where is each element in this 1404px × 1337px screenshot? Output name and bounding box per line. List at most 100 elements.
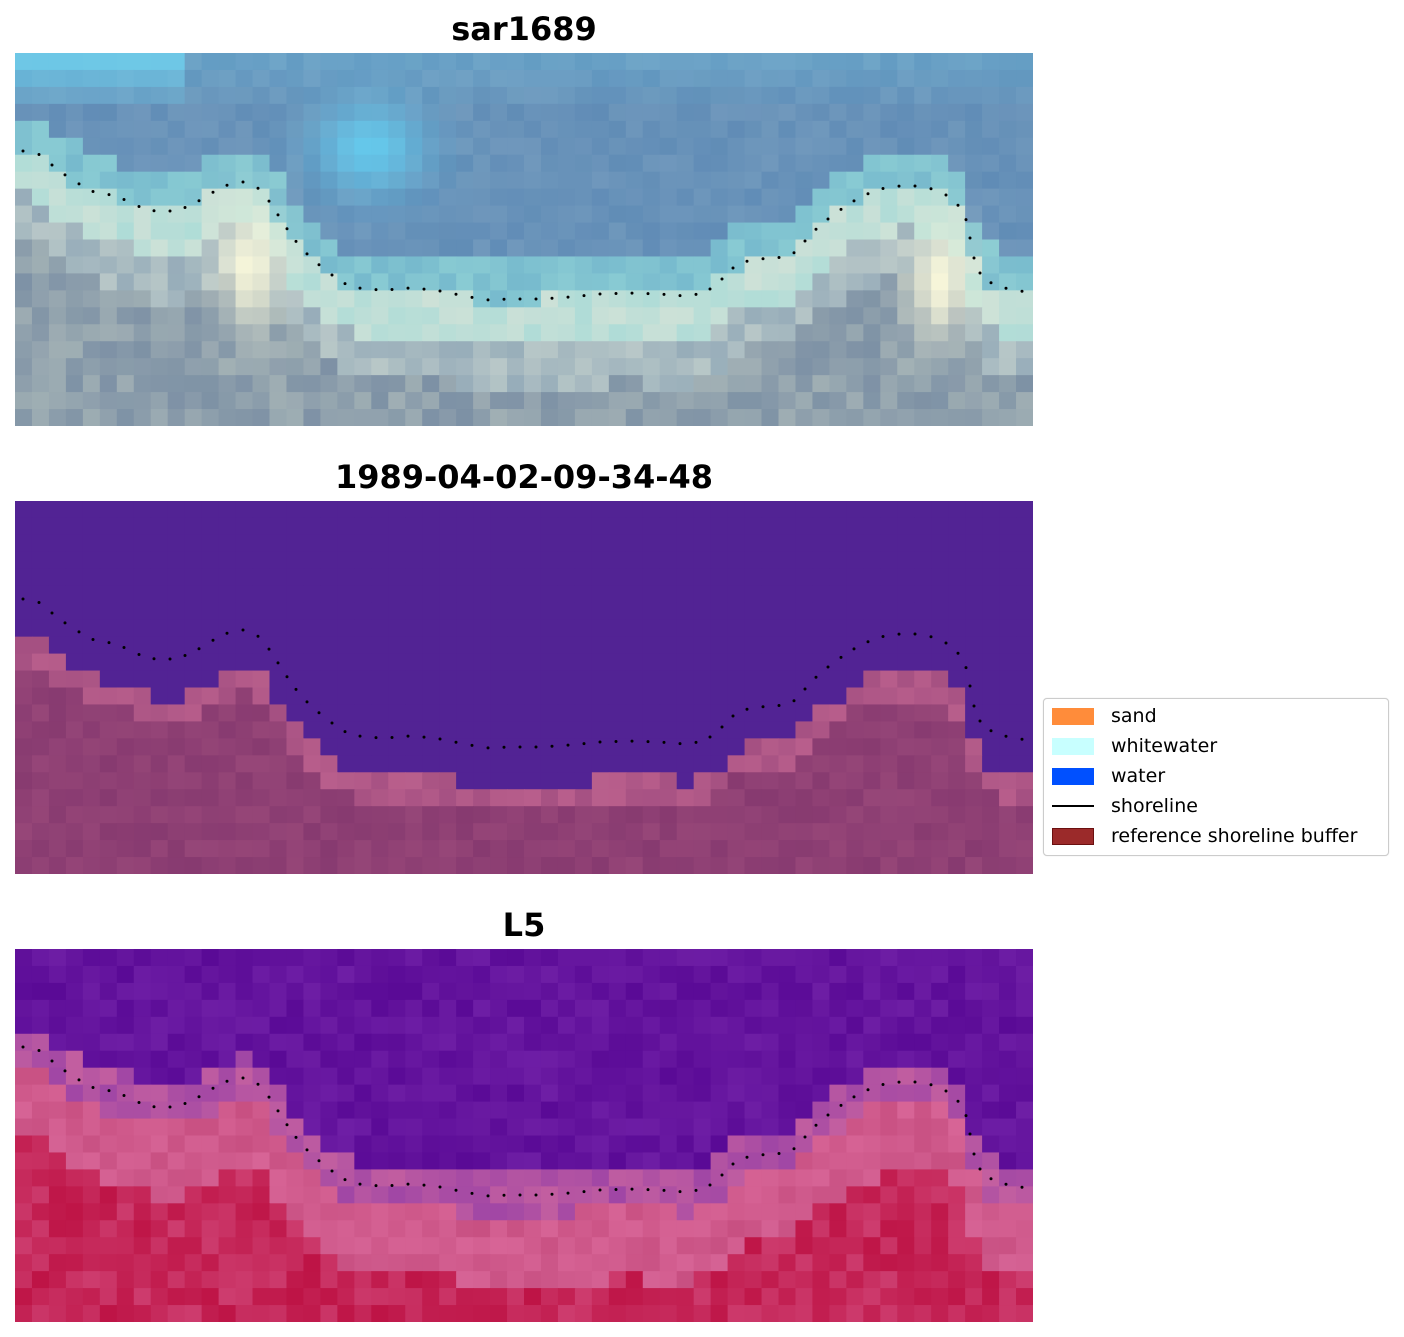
legend-swatch-sand (1052, 707, 1094, 725)
shoreline-point (964, 666, 968, 670)
shoreline-point (317, 1159, 321, 1163)
shoreline-point (438, 289, 442, 293)
shoreline-point (913, 184, 917, 188)
shoreline-point (646, 1188, 650, 1192)
shoreline-point (582, 1190, 586, 1194)
shoreline-point (964, 218, 968, 222)
shoreline-point (63, 1069, 67, 1073)
shoreline-point (929, 187, 933, 191)
shoreline-point (972, 1152, 976, 1156)
shoreline-point (37, 1049, 41, 1052)
shoreline-point (1020, 1185, 1024, 1189)
shoreline-point (534, 1193, 538, 1197)
shoreline-point (1004, 286, 1008, 290)
shoreline-point (50, 1059, 54, 1063)
panel-sar-title: sar1689 (451, 10, 597, 48)
shoreline-point (614, 739, 618, 743)
shoreline-point (294, 687, 298, 691)
shoreline-point (37, 153, 41, 156)
shoreline-point (470, 295, 474, 299)
shoreline-point (211, 1086, 215, 1090)
legend-label-shoreline: shoreline (1111, 795, 1198, 817)
shoreline-point (694, 740, 698, 744)
shoreline-point (968, 1132, 972, 1136)
shoreline-point (50, 611, 54, 615)
shoreline-point (63, 173, 67, 177)
shoreline-point (929, 635, 933, 639)
shoreline-point (761, 1153, 765, 1157)
shoreline-point (566, 295, 570, 299)
shoreline-point (454, 292, 458, 296)
shoreline-point (343, 730, 347, 734)
shoreline-point (305, 1148, 309, 1152)
shoreline-point (708, 1183, 712, 1187)
shoreline-point (803, 687, 807, 691)
shoreline-point (989, 729, 993, 733)
shoreline-point (63, 621, 67, 625)
shoreline-point (486, 746, 490, 750)
shoreline-point (731, 266, 735, 270)
shoreline-point (211, 190, 215, 194)
shoreline-point (694, 1188, 698, 1192)
legend-swatch-water (1052, 767, 1094, 785)
shoreline-point (390, 287, 394, 291)
shoreline-point (662, 740, 666, 744)
shoreline-point (267, 647, 271, 651)
shoreline-point (826, 1113, 830, 1117)
shoreline-point (438, 1185, 442, 1189)
shoreline-point (183, 1101, 187, 1105)
shoreline-point (358, 286, 362, 290)
shoreline-point (374, 736, 378, 740)
panel-date-title: 1989-04-02-09-34-48 (334, 458, 714, 496)
shoreline-point (745, 1155, 749, 1159)
shoreline-point (317, 711, 321, 715)
shoreline-point (720, 1173, 724, 1177)
shoreline-point (305, 700, 309, 704)
shoreline-point (745, 259, 749, 263)
shoreline-point (276, 661, 280, 665)
shoreline-point (183, 205, 187, 209)
shoreline-point (438, 737, 442, 741)
shoreline-point (978, 271, 982, 275)
shoreline-point (534, 745, 538, 749)
shoreline-point (122, 1093, 126, 1097)
shoreline-point (422, 1183, 426, 1187)
shoreline-point (839, 207, 843, 211)
shoreline-point (614, 1187, 618, 1191)
shoreline-point (582, 294, 586, 298)
shoreline-point (678, 294, 682, 298)
shoreline-point (225, 1079, 229, 1083)
shoreline-point (502, 1193, 506, 1197)
shoreline-point (358, 734, 362, 738)
shoreline-point (518, 745, 522, 749)
shoreline-point (678, 1190, 682, 1194)
shoreline-point (598, 1188, 602, 1192)
shoreline-point (37, 601, 41, 604)
shoreline-point (662, 1188, 666, 1192)
shoreline-point (21, 597, 25, 601)
legend-swatch-reference-buffer (1052, 827, 1094, 845)
shoreline-point (839, 1103, 843, 1107)
shoreline-point (406, 1182, 410, 1186)
shoreline-point (972, 256, 976, 260)
shoreline-point (777, 1152, 781, 1156)
shoreline-point (881, 1083, 885, 1087)
shoreline-point (708, 287, 712, 291)
legend: sand whitewater water shoreline referenc… (1043, 698, 1389, 856)
shoreline-point (77, 1078, 81, 1082)
shoreline-point (330, 273, 334, 277)
shoreline-point (630, 291, 634, 295)
shoreline-point (285, 1123, 289, 1127)
shoreline-point (803, 1135, 807, 1139)
shoreline-point (107, 193, 111, 197)
shoreline-point (518, 1193, 522, 1197)
shoreline-point (814, 227, 818, 231)
shoreline-point (852, 199, 856, 203)
shoreline-point (294, 1135, 298, 1139)
shoreline-point (285, 227, 289, 231)
shoreline-point (330, 721, 334, 725)
shoreline-point (358, 1182, 362, 1186)
shoreline-point (91, 1086, 95, 1090)
legend-swatch-shoreline (1052, 805, 1094, 807)
shoreline-point (826, 665, 830, 669)
